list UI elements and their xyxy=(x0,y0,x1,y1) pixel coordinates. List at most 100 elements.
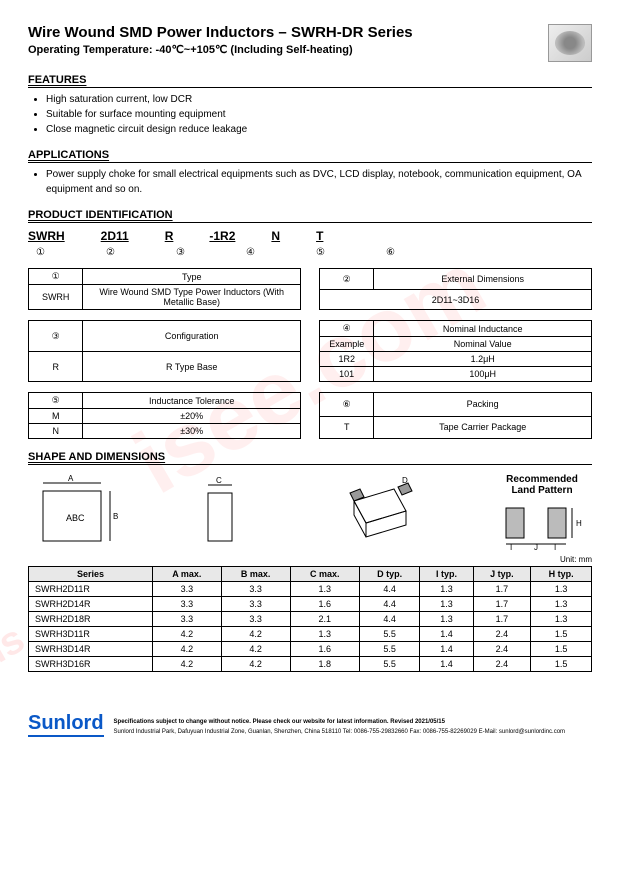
table-cell: 4.4 xyxy=(359,612,420,627)
table-cell: 4.4 xyxy=(359,582,420,597)
table-cell: 5.5 xyxy=(359,657,420,672)
table-cell: 1.6 xyxy=(290,597,359,612)
cell: R Type Base xyxy=(83,352,301,382)
cell: Inductance Tolerance xyxy=(83,393,301,409)
box-ext-dims: ②External Dimensions 2D11~3D16 xyxy=(319,268,592,310)
table-cell: 2.1 xyxy=(290,612,359,627)
pid-part: SWRH xyxy=(28,229,65,243)
box-packing: ⑥Packing TTape Carrier Package xyxy=(319,392,592,439)
table-cell: 3.3 xyxy=(221,612,290,627)
table-cell: 1.7 xyxy=(473,597,531,612)
product-image xyxy=(548,24,592,62)
box-nominal: ④Nominal Inductance ExampleNominal Value… xyxy=(319,320,592,382)
cell: ±20% xyxy=(83,409,301,424)
table-cell: 5.5 xyxy=(359,627,420,642)
table-cell: 4.2 xyxy=(153,642,222,657)
cell: SWRH xyxy=(29,285,83,310)
box-config: ③Configuration RR Type Base xyxy=(28,320,301,382)
table-cell: 1.3 xyxy=(290,582,359,597)
shape-iso-view: D xyxy=(334,473,414,553)
land-pattern: H I J I xyxy=(492,496,592,552)
cell: ④ xyxy=(320,321,374,337)
svg-text:D: D xyxy=(402,476,408,485)
table-header: H typ. xyxy=(531,567,592,582)
cell: 1.2μH xyxy=(374,352,592,367)
cell: 100μH xyxy=(374,367,592,382)
table-header: C max. xyxy=(290,567,359,582)
cell: Packing xyxy=(374,393,592,417)
footer-line2: Sunlord Industrial Park, Dafuyuan Indust… xyxy=(114,729,592,737)
features-list: High saturation current, low DCR Suitabl… xyxy=(46,92,592,137)
table-cell: 1.7 xyxy=(473,612,531,627)
pid-part: -1R2 xyxy=(209,229,235,243)
table-cell: 5.5 xyxy=(359,642,420,657)
pid-num: ② xyxy=(98,247,132,258)
table-cell: 4.2 xyxy=(153,657,222,672)
table-header: Series xyxy=(29,567,153,582)
applications-heading: APPLICATIONS xyxy=(28,149,592,163)
svg-text:B: B xyxy=(113,512,118,521)
table-cell: 3.3 xyxy=(153,612,222,627)
rec-label: Recommended Land Pattern xyxy=(492,474,592,496)
cell: R xyxy=(29,352,83,382)
table-row: SWRH3D11R4.24.21.35.51.42.41.5 xyxy=(29,627,592,642)
pid-part: T xyxy=(316,229,323,243)
table-cell: 1.4 xyxy=(420,657,473,672)
table-cell: 1.8 xyxy=(290,657,359,672)
page-title: Wire Wound SMD Power Inductors – SWRH-DR… xyxy=(28,24,413,41)
page-subtitle: Operating Temperature: -40℃~+105℃ (Inclu… xyxy=(28,43,413,56)
pid-heading: PRODUCT IDENTIFICATION xyxy=(28,209,592,223)
table-cell: 3.3 xyxy=(153,582,222,597)
table-cell: 1.7 xyxy=(473,582,531,597)
list-item: Close magnetic circuit design reduce lea… xyxy=(46,122,592,137)
table-cell: 1.6 xyxy=(290,642,359,657)
table-cell: 2.4 xyxy=(473,642,531,657)
pid-parts: SWRH 2D11 R -1R2 N T xyxy=(28,229,592,243)
cell: ±30% xyxy=(83,424,301,439)
svg-text:C: C xyxy=(216,476,222,485)
table-row: SWRH2D14R3.33.31.64.41.31.71.3 xyxy=(29,597,592,612)
cell: Type xyxy=(83,269,301,285)
features-heading: FEATURES xyxy=(28,74,592,88)
table-cell: 1.5 xyxy=(531,642,592,657)
cell: 1R2 xyxy=(320,352,374,367)
cell: Tape Carrier Package xyxy=(374,416,592,438)
list-item: High saturation current, low DCR xyxy=(46,92,592,107)
pid-num: ④ xyxy=(238,247,272,258)
cell: Example xyxy=(320,337,374,352)
table-cell: SWRH3D11R xyxy=(29,627,153,642)
box-type: ①Type SWRHWire Wound SMD Type Power Indu… xyxy=(28,268,301,310)
svg-text:H: H xyxy=(576,519,582,528)
svg-text:ABC: ABC xyxy=(66,513,85,523)
shape-heading: SHAPE AND DIMENSIONS xyxy=(28,451,592,465)
table-row: SWRH3D16R4.24.21.85.51.42.41.5 xyxy=(29,657,592,672)
table-cell: 3.3 xyxy=(221,597,290,612)
shape-side-view: C xyxy=(196,473,256,553)
footer-logo: Sunlord xyxy=(28,712,104,737)
table-cell: 4.4 xyxy=(359,597,420,612)
list-item: Power supply choke for small electrical … xyxy=(46,167,592,197)
table-cell: 3.3 xyxy=(153,597,222,612)
table-row: SWRH3D14R4.24.21.65.51.42.41.5 xyxy=(29,642,592,657)
table-cell: 1.4 xyxy=(420,627,473,642)
table-cell: 4.2 xyxy=(221,627,290,642)
table-cell: 1.3 xyxy=(420,597,473,612)
cell: Nominal Value xyxy=(374,337,592,352)
table-cell: 1.5 xyxy=(531,627,592,642)
table-row: SWRH2D18R3.33.32.14.41.31.71.3 xyxy=(29,612,592,627)
table-cell: 1.3 xyxy=(531,582,592,597)
table-cell: 1.3 xyxy=(531,612,592,627)
table-cell: 4.2 xyxy=(221,642,290,657)
pid-num: ⑥ xyxy=(378,247,412,258)
table-cell: 2.4 xyxy=(473,657,531,672)
table-cell: SWRH2D14R xyxy=(29,597,153,612)
cell: ⑤ xyxy=(29,393,83,409)
table-header: A max. xyxy=(153,567,222,582)
cell: Nominal Inductance xyxy=(374,321,592,337)
table-header: J typ. xyxy=(473,567,531,582)
list-item: Suitable for surface mounting equipment xyxy=(46,107,592,122)
cell: Wire Wound SMD Type Power Inductors (Wit… xyxy=(83,285,301,310)
table-cell: 1.5 xyxy=(531,657,592,672)
pid-num: ③ xyxy=(168,247,202,258)
cell: N xyxy=(29,424,83,439)
